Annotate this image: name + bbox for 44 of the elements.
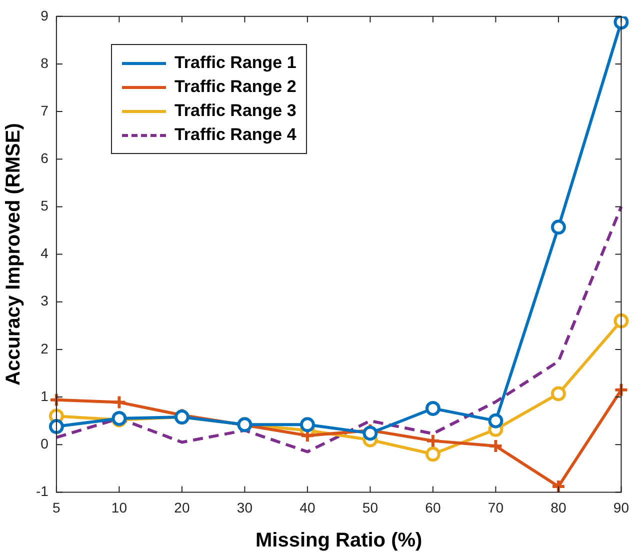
point: [112, 394, 127, 410]
x-tick-label: 10: [111, 499, 128, 516]
point: [300, 417, 315, 432]
point: [488, 413, 504, 428]
y-tick-label: 2: [40, 340, 49, 356]
y-tick-label: 9: [40, 7, 49, 24]
x-tick-label: 70: [488, 499, 504, 516]
y-tick-label: 7: [40, 102, 49, 118]
point: [550, 220, 566, 235]
y-tick-label: 5: [40, 198, 49, 214]
legend-label: Traffic Range 2: [174, 77, 296, 98]
point: [425, 433, 440, 448]
y-tick-label: 6: [40, 150, 49, 166]
point: [362, 426, 378, 441]
line-series: [54, 205, 623, 454]
y-tick-label: -1: [36, 483, 49, 500]
point: [550, 478, 566, 492]
x-tick-label: 40: [300, 499, 316, 516]
y-axis-title: Accuracy Improved (RMSE): [2, 123, 25, 386]
x-axis-title: Missing Ratio (%): [255, 530, 422, 552]
legend-label: Traffic Range 1: [174, 53, 296, 74]
point: [425, 446, 440, 462]
point: [48, 392, 64, 408]
point: [425, 400, 440, 416]
y-tick-label: 8: [40, 54, 49, 71]
point: [48, 419, 64, 434]
legend-label: Traffic Range 4: [174, 125, 296, 146]
y-tick-label: 3: [40, 292, 49, 309]
point: [614, 16, 629, 30]
x-tick-label: 5: [52, 499, 61, 516]
point: [550, 386, 566, 402]
y-tick-label: 4: [40, 245, 49, 262]
x-tick-label: 20: [174, 499, 190, 516]
x-tick-label: 50: [362, 499, 378, 516]
point: [488, 438, 504, 454]
x-tick-label: 90: [613, 499, 630, 516]
legend-label: Traffic Range 3: [174, 101, 296, 122]
point: [614, 382, 629, 398]
x-tick-label: 60: [425, 499, 441, 516]
y-tick-label: 0: [40, 435, 49, 452]
y-tick-label: 1: [40, 388, 49, 404]
x-tick-label: 30: [236, 499, 253, 516]
point: [614, 313, 629, 328]
x-tick-label: 80: [550, 499, 566, 516]
